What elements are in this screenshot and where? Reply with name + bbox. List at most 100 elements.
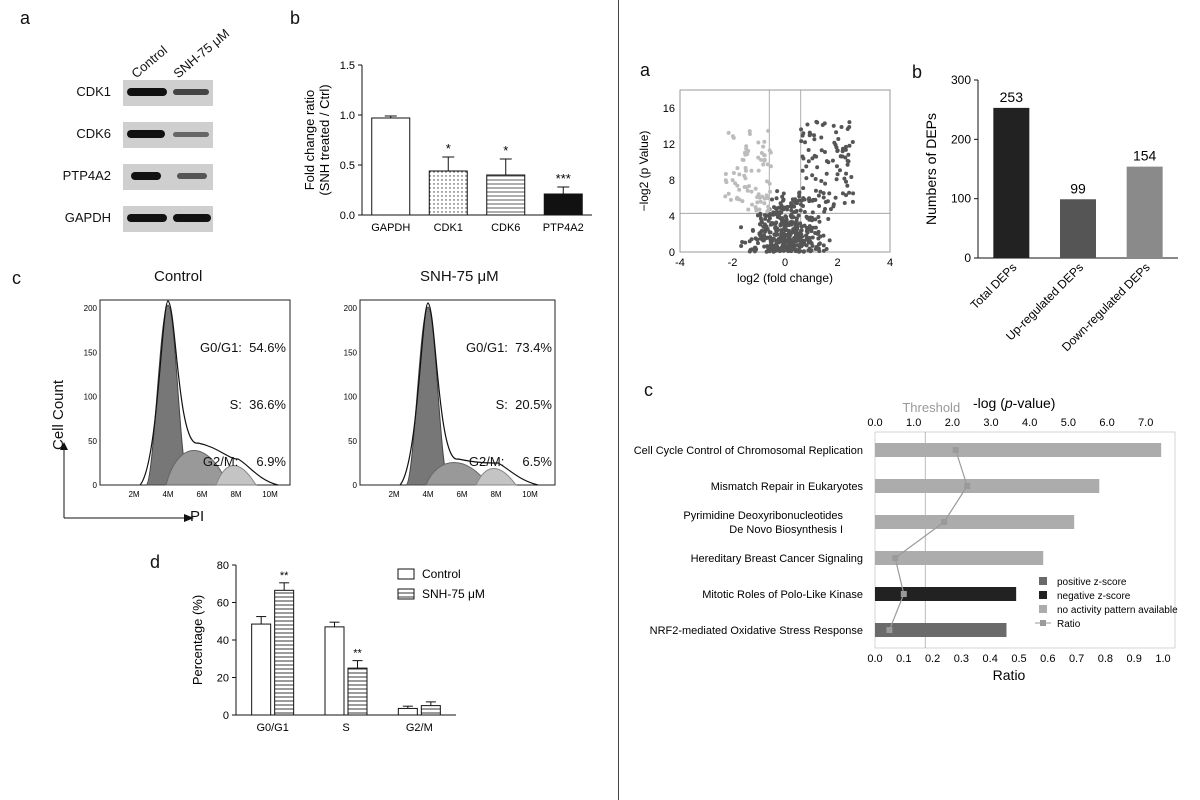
data-point	[806, 237, 810, 241]
x-tick-label-logp: 5.0	[1061, 417, 1076, 429]
bar-g0g1-1	[275, 590, 294, 715]
x-tick-label: GAPDH	[371, 222, 410, 234]
data-point-up	[810, 173, 814, 177]
data-point	[772, 205, 776, 209]
x-tick-label-logp: 7.0	[1138, 417, 1153, 429]
y-axis-label: −log2 (p Value)	[637, 131, 651, 212]
data-point-up	[815, 165, 819, 169]
data-point-down	[724, 172, 728, 176]
data-point	[797, 194, 801, 198]
x-tick-label-ratio: 0.4	[983, 653, 998, 665]
data-point	[770, 198, 774, 202]
data-point-up	[851, 191, 855, 195]
data-point	[786, 240, 790, 244]
data-point-up	[825, 172, 829, 176]
y-tick-label: 0	[669, 247, 675, 259]
blot-label-cdk1: CDK1	[31, 84, 111, 99]
data-point-down	[761, 145, 765, 149]
data-point-down	[743, 185, 747, 189]
data-point	[799, 208, 803, 212]
stat-s: S: 20.5%	[452, 395, 552, 414]
significance-mark: **	[280, 570, 289, 582]
x-tick-label-ratio: 0.2	[925, 653, 940, 665]
y-tick-label: 200	[344, 304, 358, 313]
data-point-up	[843, 155, 847, 159]
data-point-up	[807, 148, 811, 152]
data-point	[799, 229, 803, 233]
band-control	[127, 130, 165, 138]
y-tick-label: 0	[353, 481, 358, 490]
data-point	[792, 236, 796, 240]
data-point	[759, 219, 763, 223]
stat-s: S: 36.6%	[186, 395, 286, 414]
data-point	[775, 232, 779, 236]
y-tick-label: 4	[669, 211, 675, 223]
data-point	[793, 239, 797, 243]
pathway-bar	[875, 551, 1043, 565]
legend-label: negative z-score	[1057, 591, 1131, 602]
data-point-up	[823, 182, 827, 186]
bar-cdk1	[429, 171, 467, 215]
data-point-up	[839, 154, 843, 158]
x-tick-label-ratio: 0.6	[1040, 653, 1055, 665]
data-point-up	[844, 180, 848, 184]
legend-swatch	[1039, 591, 1047, 599]
data-point-up	[832, 124, 836, 128]
data-point	[782, 226, 786, 230]
bar-ptp4a2	[544, 194, 582, 215]
data-point-up	[831, 159, 835, 163]
data-point	[789, 246, 793, 250]
ratio-point	[892, 555, 898, 561]
data-point	[790, 213, 794, 217]
data-point-down	[754, 187, 758, 191]
data-point	[807, 199, 811, 203]
data-point-up	[845, 184, 849, 188]
data-point-up	[834, 196, 838, 200]
data-label: 99	[1070, 180, 1086, 196]
data-point-up	[804, 164, 808, 168]
data-point-down	[769, 164, 773, 168]
data-point	[771, 210, 775, 214]
pathway-label: Pyrimidine Deoxyribonucleotides	[683, 510, 843, 522]
data-point	[803, 210, 807, 214]
x-tick-label-ratio: 0.3	[954, 653, 969, 665]
data-label: 253	[1000, 89, 1024, 105]
y-tick-label: 60	[217, 598, 229, 610]
bar-g2m-1	[421, 706, 440, 715]
band-treated	[173, 89, 209, 95]
data-point	[768, 237, 772, 241]
data-point-down	[727, 192, 731, 196]
data-point	[757, 207, 761, 211]
pathway-label: Mismatch Repair in Eukaryotes	[711, 481, 864, 493]
legend-swatch	[1040, 620, 1046, 626]
data-point-up	[844, 172, 848, 176]
blot-gapdh	[123, 206, 213, 232]
data-point-up	[834, 143, 838, 147]
x-tick-label: PTP4A2	[543, 222, 584, 234]
data-point	[794, 210, 798, 214]
bar-total-deps	[993, 108, 1029, 258]
data-point-up	[847, 159, 851, 163]
y-tick-label: 200	[84, 304, 98, 313]
data-point-up	[843, 201, 847, 205]
data-point-down	[749, 169, 753, 173]
y-tick-label: 80	[217, 560, 229, 572]
data-point-up	[827, 191, 831, 195]
left-panel-a-letter: a	[20, 8, 30, 29]
top-axis-label-part: p	[1004, 395, 1013, 411]
data-point	[798, 249, 802, 253]
data-point-up	[801, 169, 805, 173]
data-point-up	[803, 140, 807, 144]
x-tick-label-logp: 1.0	[906, 417, 921, 429]
x-tick-label: S	[342, 722, 349, 734]
bar-gapdh	[372, 118, 410, 215]
bar-down-regulated-deps	[1127, 167, 1163, 258]
data-point-up	[829, 207, 833, 211]
bar-cdk6	[487, 175, 525, 215]
flow-title-control: Control	[154, 268, 202, 285]
pathway-chart: 0.0 0.1 0.2 0.3 0.4 0.5 0.6 0.7 0.8 0.9 1.00.0 1.0 2…	[625, 390, 1195, 690]
pathway-bar	[875, 479, 1099, 493]
band-treated	[173, 214, 211, 222]
data-point-up	[841, 191, 845, 195]
data-point	[769, 223, 773, 227]
